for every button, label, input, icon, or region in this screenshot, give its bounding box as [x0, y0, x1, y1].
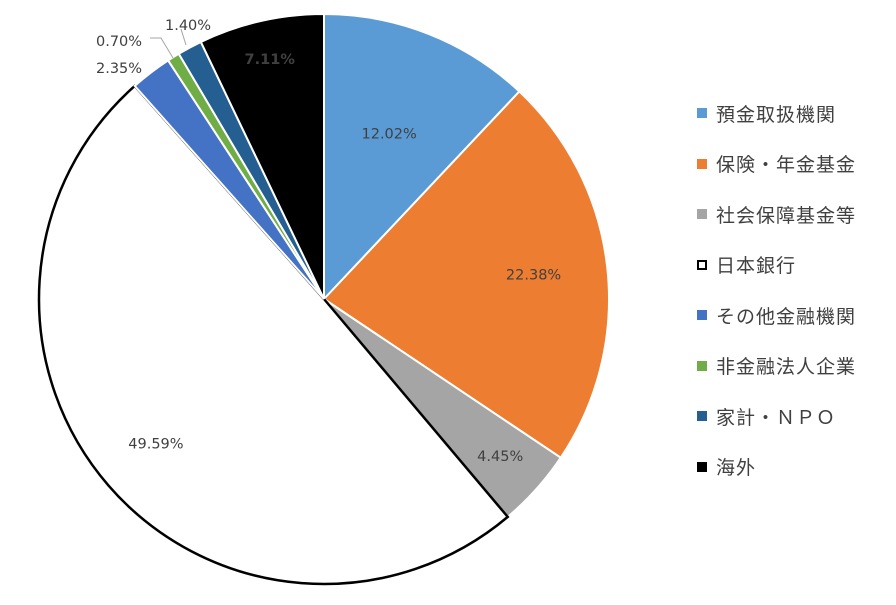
- legend-item-8: 海外: [697, 442, 856, 493]
- data-label-7: 1.40%: [165, 18, 211, 34]
- legend-swatch: [697, 158, 707, 169]
- legend-item-4: 日本銀行: [697, 240, 856, 291]
- pie-slice-4: [37, 84, 510, 586]
- legend-item-5: その他金融機関: [697, 290, 856, 341]
- pie-slice-2: [322, 90, 610, 460]
- leader-line-7: [180, 28, 187, 46]
- legend-item-3: 社会保障基金等: [697, 189, 856, 240]
- legend-swatch: [697, 108, 707, 119]
- legend-item-1: 預金取扱機関: [697, 88, 856, 139]
- data-label-2: 22.38%: [506, 267, 561, 283]
- data-label-8: 7.11%: [245, 52, 296, 68]
- legend-label: その他金融機関: [716, 305, 857, 328]
- legend-item-6: 非金融法人企業: [697, 341, 856, 392]
- data-labels: 12.02% 22.38% 4.45% 49.59% 2.35% 0.70% 1.40% 7.…: [96, 18, 561, 465]
- legend-label: 預金取扱機関: [716, 103, 837, 126]
- legend-item-2: 保険・年金基金: [697, 139, 856, 190]
- legend-swatch: [697, 259, 707, 270]
- legend: 預金取扱機関 保険・年金基金 社会保障基金等 日本銀行その他金融機関 非金融法人企業 家計…: [697, 88, 856, 492]
- legend-swatch: [697, 360, 707, 371]
- legend-label: 保険・年金基金: [716, 154, 857, 177]
- legend-swatch: [697, 411, 707, 422]
- data-label-6: 0.70%: [96, 34, 142, 50]
- legend-swatch: [697, 310, 707, 321]
- legend-label: 日本銀行: [716, 255, 797, 278]
- legend-item-7: 家計・ＮＰＯ: [697, 391, 856, 442]
- data-label-5: 2.35%: [96, 61, 142, 77]
- leader-line-6: [150, 37, 174, 59]
- legend-swatch: [697, 209, 707, 220]
- pie-slice-8: [199, 12, 325, 300]
- leader-lines: [150, 28, 187, 59]
- pie-slice-1: [323, 12, 521, 302]
- legend-label: 家計・ＮＰＯ: [716, 406, 837, 429]
- legend-label: 非金融法人企業: [716, 356, 857, 379]
- legend-swatch: [697, 461, 707, 472]
- data-label-1: 12.02%: [362, 127, 417, 143]
- data-label-3: 4.45%: [477, 449, 523, 465]
- legend-label: 社会保障基金等: [716, 204, 857, 227]
- legend-label: 海外: [716, 457, 757, 480]
- data-label-4: 49.59%: [128, 436, 183, 452]
- pie-slices: [37, 12, 610, 586]
